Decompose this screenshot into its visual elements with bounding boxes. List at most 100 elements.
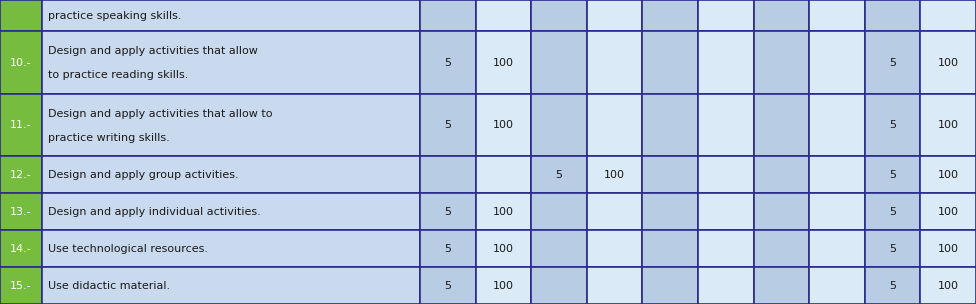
Bar (531, 193, 587, 230)
Bar (809, 193, 865, 230)
Text: 13.-: 13.- (10, 207, 32, 217)
Bar (42, 31, 420, 94)
Bar (753, 31, 809, 94)
Bar (809, 156, 865, 193)
Bar (0, 94, 42, 156)
Bar (920, 94, 976, 156)
Bar (809, 230, 865, 267)
Bar (42, 230, 420, 267)
Bar (531, 156, 587, 193)
Bar (587, 0, 642, 31)
Bar (420, 193, 475, 230)
Bar (475, 193, 531, 230)
Text: 5: 5 (444, 207, 451, 217)
Text: 100: 100 (938, 244, 958, 254)
Bar (42, 267, 420, 304)
Bar (420, 31, 475, 94)
Bar (809, 0, 865, 31)
Bar (865, 156, 920, 193)
Text: Use technological resources.: Use technological resources. (48, 244, 208, 254)
Text: 5: 5 (889, 170, 896, 180)
Bar (698, 193, 753, 230)
Bar (809, 267, 865, 304)
Bar (642, 193, 698, 230)
Bar (865, 230, 920, 267)
Text: 5: 5 (889, 244, 896, 254)
Bar (531, 94, 587, 156)
Text: 100: 100 (493, 244, 514, 254)
Text: 100: 100 (938, 120, 958, 130)
Bar (698, 156, 753, 193)
Text: 100: 100 (493, 207, 514, 217)
Text: 15.-: 15.- (10, 281, 32, 291)
Bar (920, 193, 976, 230)
Text: 14.-: 14.- (10, 244, 32, 254)
Bar (920, 156, 976, 193)
Bar (698, 230, 753, 267)
Bar (420, 156, 475, 193)
Bar (642, 31, 698, 94)
Bar (920, 31, 976, 94)
Bar (475, 267, 531, 304)
Text: 5: 5 (555, 170, 562, 180)
Text: 11.-: 11.- (10, 120, 32, 130)
Bar (753, 193, 809, 230)
Bar (42, 94, 420, 156)
Text: 5: 5 (889, 120, 896, 130)
Bar (420, 94, 475, 156)
Bar (587, 193, 642, 230)
Text: 5: 5 (444, 281, 451, 291)
Text: Design and apply group activities.: Design and apply group activities. (48, 170, 238, 180)
Bar (475, 94, 531, 156)
Bar (420, 267, 475, 304)
Text: Design and apply individual activities.: Design and apply individual activities. (48, 207, 261, 217)
Bar (920, 267, 976, 304)
Bar (587, 230, 642, 267)
Bar (920, 230, 976, 267)
Bar (642, 156, 698, 193)
Bar (531, 230, 587, 267)
Bar (531, 0, 587, 31)
Bar (475, 156, 531, 193)
Text: 100: 100 (493, 57, 514, 67)
Bar (420, 0, 475, 31)
Text: 100: 100 (493, 120, 514, 130)
Text: Design and apply activities that allow: Design and apply activities that allow (48, 46, 258, 56)
Bar (809, 94, 865, 156)
Text: practice writing skills.: practice writing skills. (48, 133, 170, 143)
Bar (865, 0, 920, 31)
Bar (42, 156, 420, 193)
Text: 5: 5 (444, 120, 451, 130)
Text: Design and apply activities that allow to: Design and apply activities that allow t… (48, 109, 272, 119)
Text: 5: 5 (889, 57, 896, 67)
Bar (642, 0, 698, 31)
Bar (698, 94, 753, 156)
Bar (587, 31, 642, 94)
Bar (42, 193, 420, 230)
Bar (865, 94, 920, 156)
Bar (42, 0, 420, 31)
Text: 5: 5 (889, 281, 896, 291)
Bar (698, 0, 753, 31)
Text: 100: 100 (938, 170, 958, 180)
Bar (531, 267, 587, 304)
Text: 10.-: 10.- (10, 57, 32, 67)
Text: 100: 100 (938, 57, 958, 67)
Bar (0, 0, 42, 31)
Text: practice speaking skills.: practice speaking skills. (48, 11, 182, 21)
Bar (587, 94, 642, 156)
Bar (0, 31, 42, 94)
Bar (920, 0, 976, 31)
Bar (753, 94, 809, 156)
Bar (420, 230, 475, 267)
Bar (642, 267, 698, 304)
Bar (865, 193, 920, 230)
Bar (753, 156, 809, 193)
Bar (0, 230, 42, 267)
Bar (587, 156, 642, 193)
Bar (865, 31, 920, 94)
Bar (753, 267, 809, 304)
Bar (0, 267, 42, 304)
Bar (642, 230, 698, 267)
Text: 100: 100 (938, 207, 958, 217)
